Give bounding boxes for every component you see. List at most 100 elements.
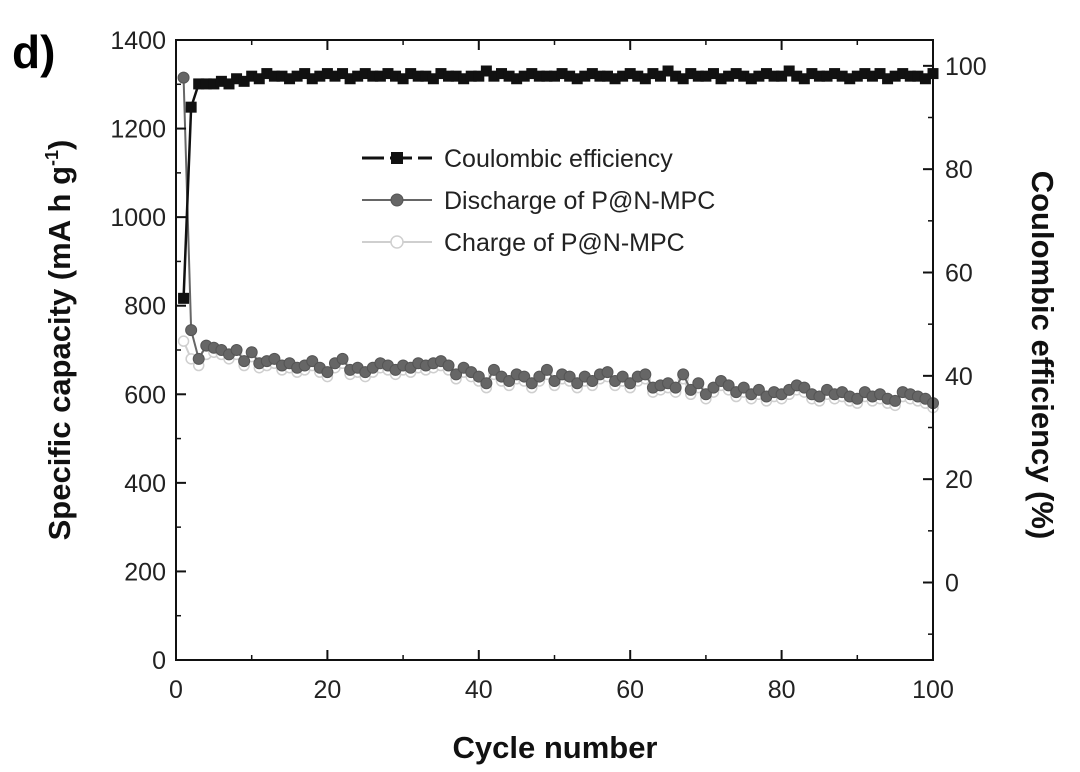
legend-item-discharge: Discharge of P@N-MPC	[362, 187, 715, 215]
data-point	[200, 78, 212, 90]
data-point	[442, 359, 455, 372]
data-point	[715, 73, 727, 85]
legend-label: Coulombic efficiency	[444, 145, 673, 173]
plot-marks	[177, 65, 939, 414]
data-point	[639, 73, 651, 85]
plot-border	[175, 39, 934, 661]
data-point	[836, 70, 848, 82]
data-point	[480, 377, 493, 390]
y-right-tick-label: 40	[945, 363, 973, 391]
data-point	[405, 68, 417, 80]
data-point	[760, 68, 772, 80]
data-point	[684, 383, 697, 396]
x-tick-label: 40	[465, 676, 493, 704]
data-point	[791, 70, 803, 82]
data-point	[813, 390, 826, 403]
data-point	[193, 78, 205, 90]
data-point	[737, 381, 750, 394]
x-tick-label: 20	[313, 676, 341, 704]
data-point	[564, 70, 576, 82]
data-point	[215, 75, 227, 87]
y-right-tick-label: 60	[945, 260, 973, 288]
data-point	[496, 68, 508, 80]
data-point	[594, 70, 606, 82]
data-point	[192, 352, 205, 365]
data-point	[178, 292, 190, 304]
y-left-tick-label: 1000	[110, 204, 166, 232]
data-point	[829, 68, 841, 80]
data-point	[238, 355, 251, 368]
data-point	[397, 73, 409, 85]
y-left-tick-label: 200	[124, 558, 166, 586]
data-point	[223, 78, 235, 90]
data-point	[374, 70, 386, 82]
data-point	[412, 70, 424, 82]
data-point	[874, 68, 886, 80]
data-point	[897, 68, 909, 80]
data-point	[268, 352, 281, 365]
data-point	[533, 70, 545, 82]
data-point	[783, 65, 795, 77]
y-right-tick-label: 100	[945, 53, 987, 81]
data-point	[776, 70, 788, 82]
data-point	[276, 70, 288, 82]
data-point	[390, 70, 402, 82]
data-point	[548, 375, 561, 387]
data-point	[503, 375, 516, 387]
data-point	[586, 68, 598, 80]
data-point	[329, 70, 341, 82]
data-point	[208, 78, 220, 90]
data-point	[344, 73, 356, 85]
data-point	[844, 73, 856, 85]
data-point	[306, 73, 318, 85]
data-point	[518, 70, 530, 82]
legend: Coulombic efficiency Discharge of P@N-MPC…	[362, 145, 715, 257]
data-point	[382, 68, 394, 80]
data-point	[556, 68, 568, 80]
data-point	[321, 366, 334, 379]
data-point	[662, 65, 674, 77]
data-point	[518, 370, 531, 383]
data-point	[420, 70, 432, 82]
data-point	[511, 73, 523, 85]
x-axis-title: Cycle number	[452, 730, 657, 765]
data-point	[752, 383, 765, 396]
data-point	[753, 70, 765, 82]
data-point	[859, 68, 871, 80]
data-point	[624, 377, 637, 390]
y-left-title-suffix: )	[42, 140, 77, 150]
y-left-tick-label: 800	[124, 293, 166, 321]
data-point	[677, 73, 689, 85]
data-point	[617, 70, 629, 82]
data-point	[904, 70, 916, 82]
data-point	[299, 68, 311, 80]
legend-label: Charge of P@N-MPC	[444, 229, 685, 257]
data-point	[177, 71, 190, 84]
data-point	[798, 73, 810, 85]
series-discharge	[177, 71, 939, 410]
data-point	[465, 70, 477, 82]
data-point	[367, 70, 379, 82]
data-point	[488, 70, 500, 82]
data-point	[632, 70, 644, 82]
data-point	[238, 75, 250, 87]
data-point	[699, 388, 712, 401]
data-point	[480, 65, 492, 77]
data-point	[647, 68, 659, 80]
data-point	[571, 73, 583, 85]
data-point	[639, 368, 652, 381]
data-point	[579, 70, 591, 82]
data-point	[707, 381, 720, 394]
x-tick-label: 80	[768, 676, 796, 704]
data-point	[231, 73, 243, 85]
data-point	[768, 70, 780, 82]
data-point	[321, 68, 333, 80]
data-point	[487, 363, 500, 376]
y-left-tick-label: 0	[152, 647, 166, 675]
y-left-title-superscript: -1	[42, 150, 62, 166]
legend-item-coulombic: Coulombic efficiency	[362, 145, 673, 173]
x-tick-label: 100	[912, 676, 954, 704]
data-point	[261, 68, 273, 80]
legend-marker	[390, 193, 404, 207]
